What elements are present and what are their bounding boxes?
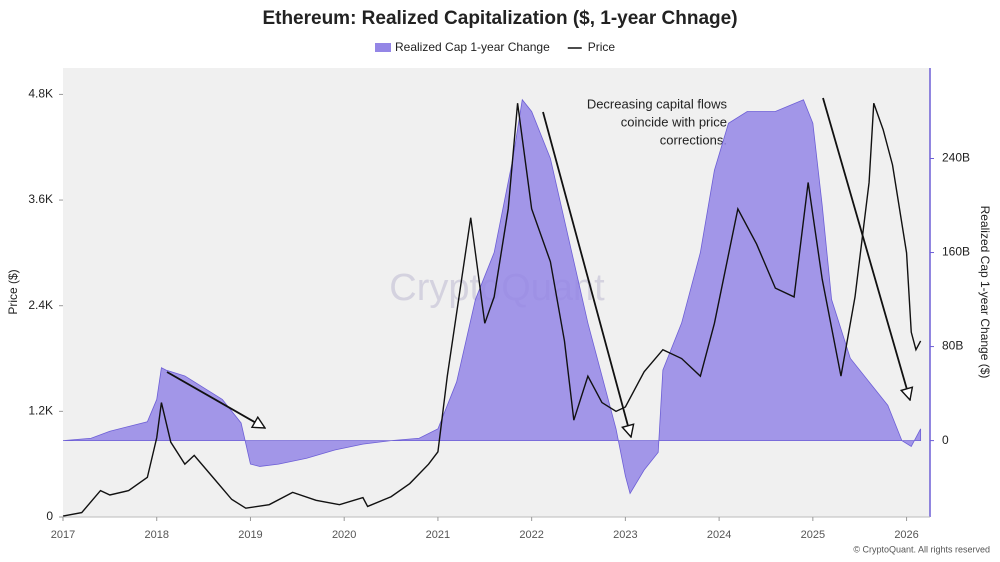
y-tick-label: 2.4K bbox=[28, 298, 53, 312]
y2-axis-label: Realized Cap 1-year Change ($) bbox=[978, 206, 992, 379]
x-tick-label: 2023 bbox=[613, 529, 637, 541]
x-tick-label: 2018 bbox=[144, 529, 168, 541]
y-tick-label: 0 bbox=[46, 509, 53, 523]
arrow bbox=[166, 371, 265, 429]
footer: © CryptoQuant. All rights reserved bbox=[853, 544, 990, 554]
legend-label: Price bbox=[588, 40, 616, 54]
marks bbox=[62, 98, 922, 517]
chart-title: Ethereum: Realized Capitalization ($, 1-… bbox=[262, 8, 737, 29]
area bbox=[62, 98, 922, 495]
x-tick-label: 2026 bbox=[894, 529, 918, 541]
line bbox=[62, 102, 922, 517]
arrows bbox=[166, 97, 910, 437]
y2-tick-label: 240B bbox=[942, 151, 970, 165]
arrow bbox=[822, 97, 910, 400]
y2-tick-label: 0 bbox=[942, 433, 949, 447]
annotation: coincide with price bbox=[621, 114, 727, 129]
y-tick-label: 4.8K bbox=[28, 87, 53, 101]
y-tick-label: 1.2K bbox=[28, 404, 53, 418]
x-tick-label: 2022 bbox=[519, 529, 543, 541]
x-tick-label: 2021 bbox=[426, 529, 450, 541]
x-tick-label: 2024 bbox=[707, 529, 731, 541]
x-tick-label: 2017 bbox=[51, 529, 75, 541]
legend-label: Realized Cap 1-year Change bbox=[395, 40, 550, 54]
annotation: Decreasing capital flows bbox=[587, 96, 728, 111]
arrow bbox=[542, 111, 631, 437]
y-tick-label: 3.6K bbox=[28, 192, 53, 206]
x-tick-label: 2020 bbox=[332, 529, 356, 541]
y2-tick-label: 160B bbox=[942, 245, 970, 259]
legend-swatch bbox=[375, 43, 391, 52]
y-axis-label: Price ($) bbox=[6, 269, 20, 314]
x-tick-label: 2025 bbox=[801, 529, 825, 541]
y2-tick-label: 80B bbox=[942, 339, 963, 353]
x-tick-label: 2019 bbox=[238, 529, 262, 541]
annotation: corrections. bbox=[660, 132, 727, 147]
